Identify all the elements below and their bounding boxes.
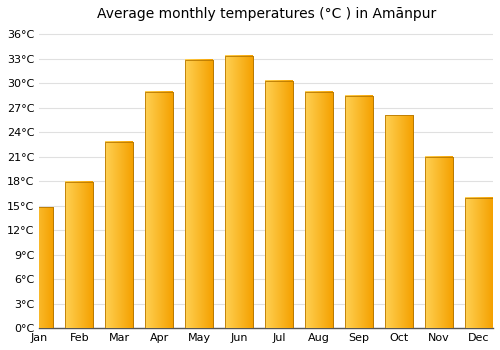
Bar — [106, 142, 134, 328]
Bar — [66, 182, 94, 328]
Bar — [345, 96, 373, 328]
Bar — [26, 208, 54, 328]
Bar — [385, 115, 413, 328]
Bar — [225, 56, 253, 328]
Bar — [185, 60, 213, 328]
Bar — [385, 115, 413, 328]
Bar — [26, 208, 54, 328]
Bar — [345, 96, 373, 328]
Bar — [145, 92, 173, 328]
Bar — [225, 56, 253, 328]
Bar — [305, 92, 333, 328]
Bar — [465, 198, 493, 328]
Bar — [425, 157, 453, 328]
Bar — [265, 81, 293, 328]
Title: Average monthly temperatures (°C ) in Amānpur: Average monthly temperatures (°C ) in Am… — [96, 7, 436, 21]
Bar — [145, 92, 173, 328]
Bar — [106, 142, 134, 328]
Bar — [185, 60, 213, 328]
Bar — [425, 157, 453, 328]
Bar — [265, 81, 293, 328]
Bar — [66, 182, 94, 328]
Bar — [305, 92, 333, 328]
Bar — [465, 198, 493, 328]
